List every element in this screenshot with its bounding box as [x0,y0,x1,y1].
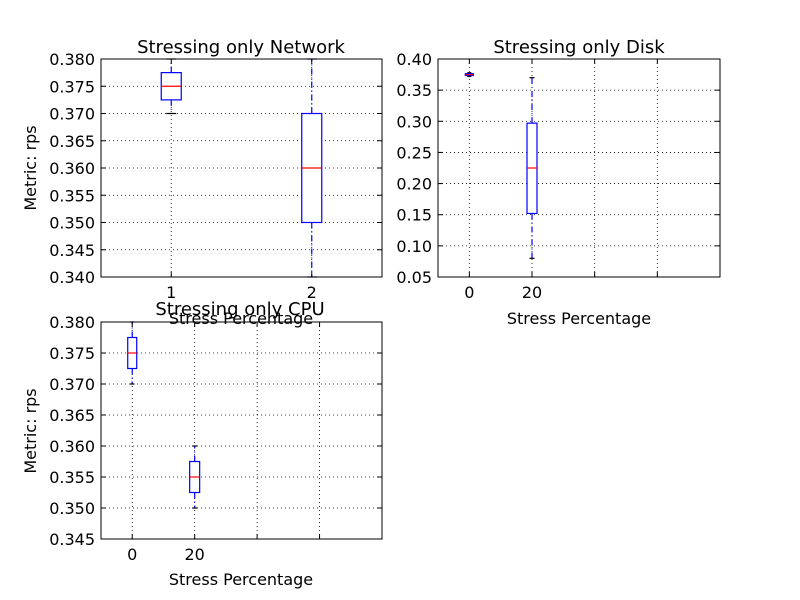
y-tick-label: 0.365 [49,406,95,425]
y-tick-label: 0.340 [49,268,95,287]
boxes [464,72,538,259]
y-tick-label: 0.350 [49,499,95,518]
x-tick-label: 0 [464,283,474,302]
y-tick-label: 0.30 [396,112,432,131]
subplot-disk: Stressing only Disk Stress Percentage 0.… [396,37,721,328]
y-tick-label: 0.360 [49,437,95,456]
axes-frame [100,321,383,540]
boxes [160,58,323,278]
x-tick-label: 20 [184,545,204,564]
y-tick-label: 0.380 [49,50,95,69]
y-tick-label: 0.10 [396,237,432,256]
boxes [127,321,201,509]
x-axis-label: Stress Percentage [169,570,313,589]
y-tick-label: 0.375 [49,77,95,96]
y-tick-label: 0.05 [396,268,432,287]
y-tick-label: 0.370 [49,105,95,124]
subplot-network: Stressing only Network Stress Percentage… [21,37,383,328]
y-tick-label: 0.375 [49,344,95,363]
x-tick-label: 1 [166,283,176,302]
chart-title: Stressing only CPU [155,299,324,320]
chart-title: Stressing only Network [137,37,345,58]
chart-title: Stressing only Disk [493,37,665,58]
y-tick-label: 0.365 [49,132,95,151]
axes-frame [437,58,721,278]
y-tick-label: 0.35 [396,81,432,100]
y-tick-label: 0.355 [49,186,95,205]
x-axis-label: Stress Percentage [507,309,651,328]
y-tick-label: 0.350 [49,214,95,233]
y-tick-label: 0.360 [49,159,95,178]
x-tick-label: 20 [522,283,542,302]
y-tick-label: 0.345 [49,530,95,549]
y-axis-label: Metric: rps [21,388,40,473]
subplot-cpu: Stress Percentage Metric: rps Stressing … [21,299,383,589]
y-tick-label: 0.370 [49,375,95,394]
y-axis-label: Metric: rps [21,125,40,210]
y-tick-label: 0.345 [49,241,95,260]
x-tick-label: 0 [127,545,137,564]
y-tick-label: 0.355 [49,468,95,487]
y-tick-label: 0.25 [396,143,432,162]
axes-frame [100,58,383,278]
x-tick-label: 2 [307,283,317,302]
y-tick-label: 0.380 [49,313,95,332]
y-tick-label: 0.40 [396,50,432,69]
y-tick-label: 0.20 [396,175,432,194]
x-axis-label: Stress Percentage [169,309,313,328]
y-tick-label: 0.15 [396,206,432,225]
